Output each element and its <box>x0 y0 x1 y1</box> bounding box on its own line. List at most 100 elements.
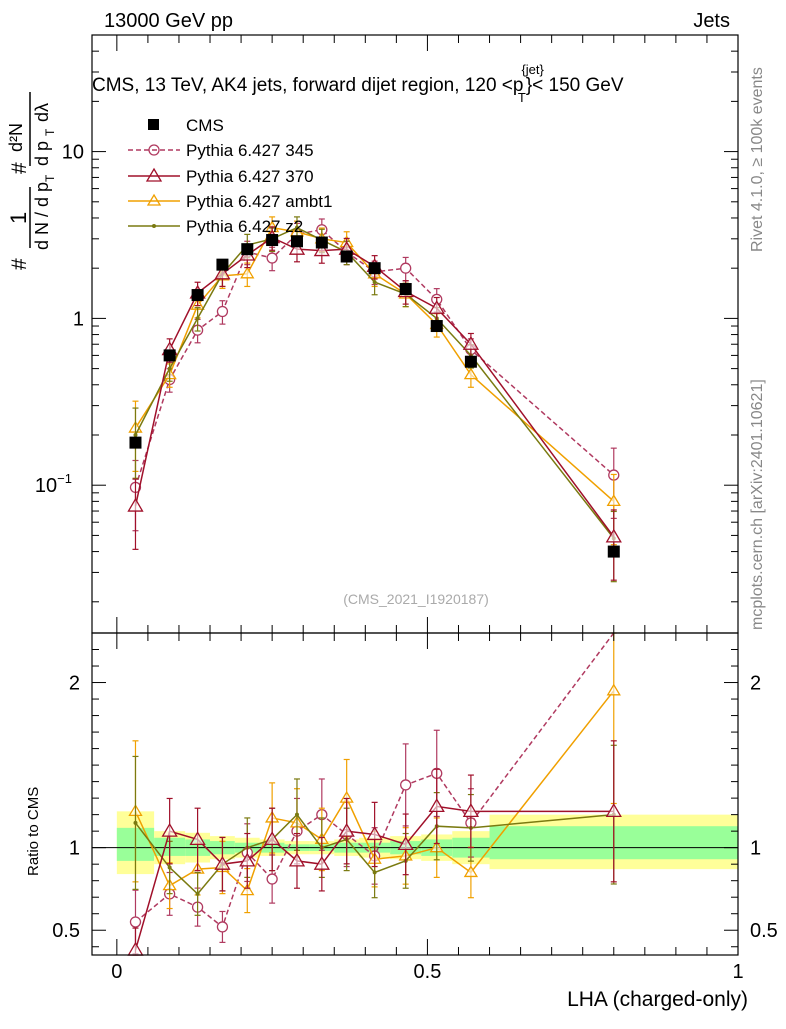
ratio-y-tick-label-left: 0.5 <box>52 920 80 942</box>
main-point-ambt1 <box>240 266 255 279</box>
plot-frames <box>91 34 739 956</box>
main-point-z2 <box>195 316 200 321</box>
main-point-cms <box>430 320 443 333</box>
main-point-p370 <box>313 242 330 257</box>
y-label-hash1: # <box>8 258 31 270</box>
plot-title-sup: {jet} <box>521 62 544 77</box>
main-point-p370 <box>428 299 445 314</box>
ratio-y-tick-label-left: 1 <box>69 838 80 860</box>
main-point-cms <box>464 355 477 368</box>
ratio-line-z2 <box>134 813 614 895</box>
main-point-p370 <box>288 240 306 255</box>
ratio-point-p370 <box>397 836 414 851</box>
legend-marker-ambt1 <box>146 193 162 206</box>
ratio-point-p345 <box>400 779 412 791</box>
main-point-cms <box>163 349 176 362</box>
ratio-point-p370 <box>161 822 178 837</box>
main-point-cms <box>216 258 229 271</box>
ratio-uncertainty-bands <box>92 811 738 875</box>
main-point-cms <box>607 545 620 558</box>
legend-item-z2: Pythia 6.427 z2 <box>128 217 303 236</box>
legend-label-cms: CMS <box>186 116 224 135</box>
ratio-y-tick-label-right: 1 <box>750 838 761 860</box>
ratio-point-p370 <box>366 826 383 841</box>
ratio-plot-series <box>127 632 622 956</box>
header-right: Jets <box>693 10 730 32</box>
legend-item-ambt1: Pythia 6.427 ambt1 <box>128 192 332 211</box>
ratio-point-p345 <box>216 921 229 933</box>
ratio-point-p370 <box>313 855 330 870</box>
ratio-point-p370 <box>189 831 206 846</box>
y-label-d2N: d²N <box>6 123 26 152</box>
main-point-p345 <box>400 262 412 274</box>
ratio-point-z2 <box>167 865 172 870</box>
main-point-cms <box>241 243 254 256</box>
legend-marker-z2 <box>152 224 156 228</box>
ratio-point-p370 <box>288 852 306 867</box>
main-plot-series <box>127 216 622 583</box>
main-point-p370 <box>214 265 231 280</box>
ratio-y-axis-label: Ratio to CMS <box>25 787 42 876</box>
ratio-y-tick-label-right: 2 <box>750 673 761 695</box>
ratio-point-z2 <box>195 891 200 896</box>
legend-label-ambt1: Pythia 6.427 ambt1 <box>186 192 332 211</box>
ratio-y-tick-label-left: 2 <box>69 673 80 695</box>
legend-label-p345: Pythia 6.427 345 <box>186 141 314 160</box>
plot-title-sub: T <box>518 90 526 105</box>
analysis-watermark: (CMS_2021_I1920187) <box>343 591 489 607</box>
ratio-point-z2 <box>294 812 299 817</box>
ratio-point-p370 <box>605 803 622 817</box>
main-y-tick-label: 1 <box>73 308 84 330</box>
main-point-p370 <box>127 497 144 512</box>
ratio-point-p370 <box>214 855 231 870</box>
legend-item-cms: CMS <box>148 116 224 135</box>
main-point-z2 <box>372 280 377 285</box>
header-left: 13000 GeV pp <box>104 10 233 32</box>
legend-item-p345: Pythia 6.427 345 <box>128 141 314 160</box>
ratio-point-ambt1 <box>463 865 479 878</box>
y-label-frac: 1 <box>6 212 31 224</box>
ratio-point-ambt1 <box>606 683 621 696</box>
ratio-x-tick-label: 0.5 <box>414 961 442 983</box>
y-label-dN: d N / d p <box>32 182 52 250</box>
legend-item-p370: Pythia 6.427 370 <box>128 167 314 186</box>
ratio-point-p370 <box>462 803 480 817</box>
main-point-cms <box>191 289 204 302</box>
main-point-cms <box>399 283 412 296</box>
y-label-T2: T <box>43 128 57 136</box>
main-point-p345 <box>216 305 229 318</box>
ratio-plot-frame <box>91 632 739 956</box>
ratio-point-p370 <box>127 941 144 956</box>
main-line-p345 <box>134 228 615 488</box>
ratio-point-p370 <box>264 831 281 846</box>
y-label-T1: T <box>43 174 57 182</box>
ratio-x-tick-label: 1 <box>732 961 743 983</box>
main-line-z2 <box>134 226 615 539</box>
legend-label-p370: Pythia 6.427 370 <box>186 167 314 186</box>
main-point-cms <box>340 250 353 263</box>
mcplots-label: mcplots.cern.ch [arXiv:2401.10621] <box>749 379 766 630</box>
y-label-dpT: d p <box>32 141 52 166</box>
legend: CMS Pythia 6.427 345 Pythia 6.427 370 Py… <box>128 116 332 236</box>
main-point-cms <box>266 234 279 247</box>
x-axis-label: LHA (charged-only) <box>567 988 748 1011</box>
rivet-label: Rivet 4.1.0, ≥ 100k events <box>749 67 766 252</box>
main-point-p370 <box>605 528 622 543</box>
main-point-p345 <box>266 252 278 264</box>
axis-ticks: 10−1 1 10 0 0.5 1 0.5 0.5 1 1 2 2 <box>35 34 778 983</box>
main-point-cms <box>290 235 303 248</box>
legend-marker-p370 <box>145 167 163 182</box>
main-point-cms <box>368 262 381 275</box>
main-point-z2 <box>133 432 138 437</box>
ratio-point-p370 <box>338 822 355 837</box>
main-point-z2 <box>294 225 299 230</box>
main-point-ambt1 <box>606 494 621 507</box>
main-point-z2 <box>167 366 172 371</box>
legend-marker-cms <box>148 119 159 130</box>
ratio-point-p345 <box>266 873 278 885</box>
ratio-point-z2 <box>133 820 138 825</box>
main-point-cms <box>129 436 142 449</box>
main-point-p370 <box>462 335 480 350</box>
main-y-tick-label: 10−1 <box>35 471 72 497</box>
